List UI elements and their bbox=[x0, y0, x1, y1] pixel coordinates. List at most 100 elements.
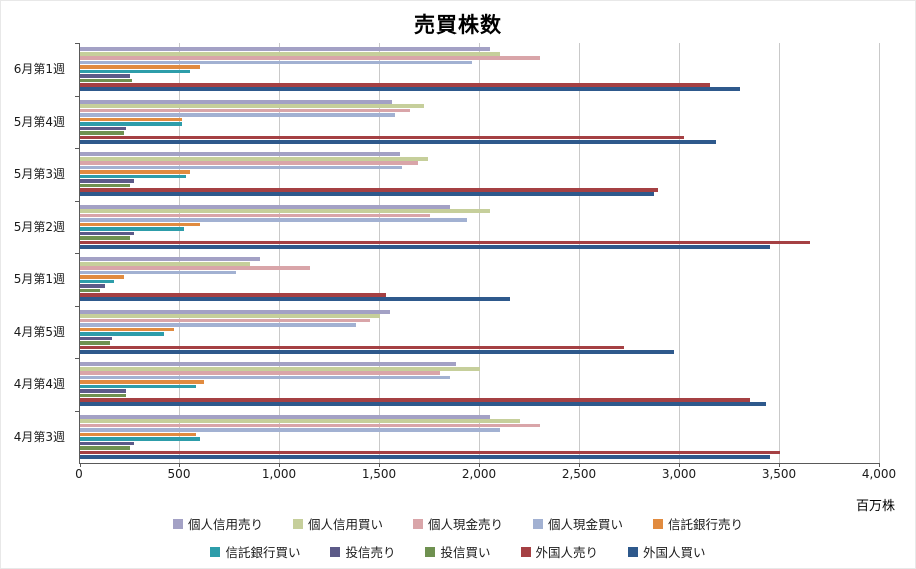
bar bbox=[80, 227, 184, 231]
bar bbox=[80, 450, 780, 455]
legend-label: 外国人買い bbox=[643, 545, 706, 560]
legend-label: 外国人売り bbox=[535, 545, 599, 560]
legend-row-2: 信託銀行買い 投信売り 投信買い 外国人売り 外国人買い bbox=[1, 542, 915, 561]
bar-group bbox=[80, 43, 880, 96]
legend-swatch bbox=[330, 546, 341, 557]
x-tickmark bbox=[379, 463, 380, 467]
bar-group bbox=[80, 358, 880, 411]
bar bbox=[80, 156, 428, 161]
category-label: 5月第2週 bbox=[13, 219, 65, 234]
category-axis: 6月第1週 5月第4週 5月第3週 5月第2週 5月第1週 4月第5週 4月第4週 4月第3週 bbox=[1, 43, 73, 463]
axis-unit-label: 百万株 bbox=[855, 499, 895, 514]
bar bbox=[80, 213, 430, 218]
gridline bbox=[879, 43, 880, 463]
bar bbox=[80, 108, 410, 113]
legend-swatch bbox=[425, 546, 436, 557]
bar bbox=[80, 349, 674, 354]
bar bbox=[80, 161, 418, 165]
legend-swatch bbox=[653, 518, 664, 529]
legend-item: 個人現金売り bbox=[412, 514, 503, 533]
x-tickmark bbox=[279, 463, 280, 467]
legend-label: 個人現金買い bbox=[548, 517, 624, 532]
bar-group bbox=[80, 306, 880, 359]
x-tick-label: 0 bbox=[75, 467, 83, 481]
bar bbox=[80, 414, 490, 419]
legend-label: 個人信用売り bbox=[187, 517, 263, 532]
bar bbox=[80, 402, 766, 407]
x-tick-label: 1,500 bbox=[361, 467, 397, 481]
bar bbox=[80, 188, 658, 192]
y-tickmark bbox=[75, 200, 80, 202]
category-label: 4月第5週 bbox=[13, 324, 65, 339]
bar bbox=[80, 393, 126, 398]
bar bbox=[80, 65, 200, 69]
bar bbox=[80, 284, 105, 288]
bar bbox=[80, 165, 402, 170]
bar bbox=[80, 139, 716, 144]
legend-label: 個人現金売り bbox=[427, 517, 503, 532]
bar bbox=[80, 336, 112, 341]
x-tickmark bbox=[80, 463, 81, 467]
legend-swatch bbox=[210, 546, 221, 557]
bar bbox=[80, 174, 186, 179]
bar bbox=[80, 74, 130, 78]
bar bbox=[80, 384, 196, 389]
bar bbox=[80, 323, 356, 327]
legend-item: 信託銀行買い bbox=[210, 542, 300, 561]
bar bbox=[80, 104, 424, 108]
category-label: 5月第3週 bbox=[13, 167, 65, 181]
legend-item: 個人信用買い bbox=[292, 514, 383, 533]
bar bbox=[80, 389, 126, 393]
bar bbox=[80, 218, 467, 222]
x-tickmark bbox=[879, 463, 880, 467]
value-axis: 0 500 1,000 1,500 2,000 2,500 3,000 3,500 4,000 bbox=[75, 467, 896, 483]
bar bbox=[80, 428, 500, 432]
bar-group bbox=[80, 201, 880, 254]
legend-swatch bbox=[533, 518, 543, 529]
bar bbox=[80, 261, 250, 266]
bar bbox=[80, 78, 132, 83]
bar-group bbox=[80, 253, 880, 306]
y-tickmark bbox=[75, 43, 80, 44]
legend-swatch bbox=[292, 518, 303, 529]
legend-label: 投信売り bbox=[345, 545, 396, 560]
gridline bbox=[679, 43, 680, 463]
bar bbox=[80, 309, 390, 314]
bar bbox=[80, 270, 236, 275]
bar bbox=[80, 266, 310, 270]
bar bbox=[80, 432, 196, 437]
bar bbox=[80, 366, 480, 371]
bar bbox=[80, 152, 400, 157]
bar bbox=[80, 345, 624, 350]
bar-group bbox=[80, 148, 880, 201]
bar bbox=[80, 135, 684, 140]
legend-item: 信託銀行売り bbox=[653, 514, 743, 533]
gridline bbox=[279, 43, 280, 463]
legend-label: 投信買い bbox=[440, 545, 491, 560]
legend-item: 外国人買い bbox=[628, 542, 706, 561]
legend-item: 投信買い bbox=[425, 542, 491, 561]
bar bbox=[80, 297, 510, 302]
x-tick-label: 4,000 bbox=[861, 467, 897, 481]
bar bbox=[80, 341, 110, 345]
gridline bbox=[779, 43, 780, 463]
gridline bbox=[479, 43, 480, 463]
bar bbox=[80, 318, 370, 323]
bar bbox=[80, 371, 440, 375]
x-tick-label: 2,000 bbox=[461, 467, 497, 481]
x-tickmark bbox=[179, 463, 180, 467]
bar bbox=[80, 362, 456, 367]
x-tickmark bbox=[679, 463, 680, 467]
y-tickmark bbox=[75, 148, 80, 149]
category-label: 6月第1週 bbox=[13, 62, 65, 76]
bar bbox=[80, 398, 750, 402]
legend-label: 信託銀行売り bbox=[668, 517, 744, 532]
bar bbox=[80, 56, 540, 60]
legend-label: 信託銀行買い bbox=[225, 545, 301, 560]
x-tick-label: 1,000 bbox=[261, 467, 297, 481]
y-tickmark bbox=[75, 305, 80, 307]
legend-item: 投信売り bbox=[330, 542, 395, 561]
bar bbox=[80, 441, 134, 446]
bar bbox=[80, 380, 204, 384]
